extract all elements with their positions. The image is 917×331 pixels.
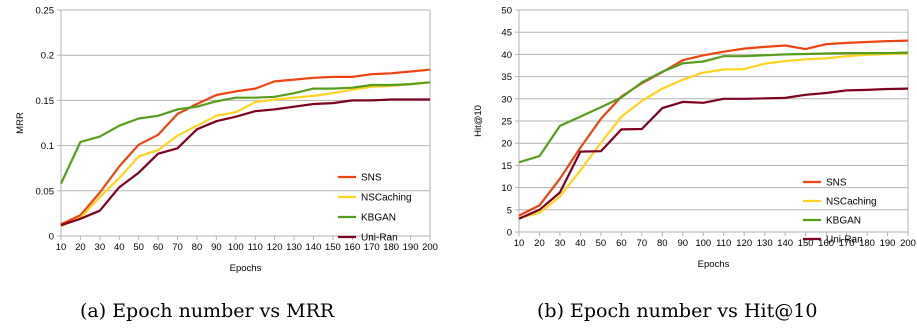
x-tick-label: 160 [344,242,360,253]
legend-label-uni-ran: Uni-Ran [361,233,398,244]
series-line-nscaching [518,52,909,219]
x-tick-label: 160 [818,238,834,249]
legend-label-nscaching: NSCaching [361,193,412,204]
x-tick-label: 140 [777,238,793,249]
chart-hit10: 0 5 10 15 20 25 30 35 40 45 50 10 20 30 40 50 60 70 80 90 10… [473,6,916,271]
x-tick-label: 50 [596,238,607,249]
legend-label-nscaching: NSCaching [826,197,877,208]
x-tick-label: 120 [736,238,752,249]
x-tick-label: 150 [325,242,341,253]
series-line-uni-ran [518,87,909,220]
x-tick-label: 120 [267,242,283,253]
y-tick-label: 0.25 [36,6,55,17]
x-tick-label: 80 [192,242,203,253]
x-tick-label: 100 [228,242,244,253]
x-axis-title: Epochs [698,259,730,270]
x-tick-label: 110 [716,238,731,249]
y-tick-label: 0.15 [36,96,55,107]
y-tick-label: 0.1 [41,141,54,152]
x-tick-label: 40 [575,238,586,249]
x-tick-label: 70 [637,238,648,249]
legend-label-uni-ran: Uni-Ran [826,235,863,246]
y-tick-label: 15 [501,161,512,172]
x-tick-label: 60 [616,238,627,249]
x-tick-label: 150 [798,238,814,249]
y-tick-label: 25 [501,117,512,128]
x-tick-label: 180 [859,238,875,249]
y-tick-label: 0.2 [41,51,54,62]
x-tick-label: 90 [678,238,689,249]
x-tick-label: 20 [534,238,545,249]
y-tick-label: 35 [501,72,512,83]
y-tick-label: 10 [501,183,512,194]
x-tick-label: 40 [114,242,125,253]
y-axis-title: MRR [15,112,26,134]
y-tick-label: 0.05 [36,186,55,197]
x-tick-label: 70 [172,242,183,253]
x-tick-label: 20 [75,242,86,253]
y-tick-label: 20 [501,139,512,150]
x-tick-label: 130 [757,238,773,249]
x-tick-label: 170 [839,238,855,249]
y-tick-label: 50 [501,6,512,17]
x-tick-label: 180 [383,242,399,253]
chart-panel-mrr: 0 0.05 0.1 0.15 0.2 0.25 10 20 30 40 50 60 70 80 90 100… [0,0,455,290]
y-tick-label: 40 [501,50,512,61]
y-tick-label: 0 [49,232,54,243]
caption-mrr: (a) Epoch number vs MRR [80,300,335,322]
series-line-kbgan [518,51,909,164]
y-tick-label: 45 [501,28,512,39]
y-axis-title: Hit@10 [473,105,484,137]
x-tick-label: 10 [56,242,67,253]
legend-label-kbgan: KBGAN [826,216,861,227]
y-tick-label: 30 [501,94,512,105]
x-tick-label: 90 [211,242,222,253]
x-tick-label: 80 [657,238,668,249]
x-tick-label: 140 [306,242,322,253]
x-tick-label: 60 [153,242,164,253]
series-line-sns [518,39,909,217]
x-tick-label: 190 [880,238,896,249]
x-tick-label: 200 [422,242,438,253]
series-line-sns [60,68,431,226]
chart-panel-hit10: 0 5 10 15 20 25 30 35 40 45 50 10 20 30 40 50 60 70 80 90 10… [462,0,917,290]
caption-hit10: (b) Epoch number vs Hit@10 [537,300,818,322]
x-tick-label: 170 [364,242,380,253]
x-tick-label: 130 [286,242,302,253]
x-tick-label: 30 [555,238,566,249]
x-tick-label: 50 [133,242,144,253]
series-line-uni-ran [60,98,430,227]
x-tick-label: 200 [900,238,916,249]
legend-label-sns: SNS [361,173,382,184]
x-tick-label: 110 [248,242,263,253]
legend-label-sns: SNS [826,178,847,189]
series-line-kbgan [60,81,431,185]
x-axis-title: Epochs [230,263,262,274]
y-tick-label: 0 [507,228,512,239]
x-tick-label: 190 [403,242,419,253]
chart-mrr: 0 0.05 0.1 0.15 0.2 0.25 10 20 30 40 50 60 70 80 90 100… [15,6,438,275]
y-tick-label: 5 [507,205,512,216]
legend-label-kbgan: KBGAN [361,213,396,224]
x-tick-label: 30 [95,242,106,253]
x-tick-label: 100 [695,238,711,249]
series-line-nscaching [60,81,431,228]
x-tick-label: 10 [514,238,525,249]
